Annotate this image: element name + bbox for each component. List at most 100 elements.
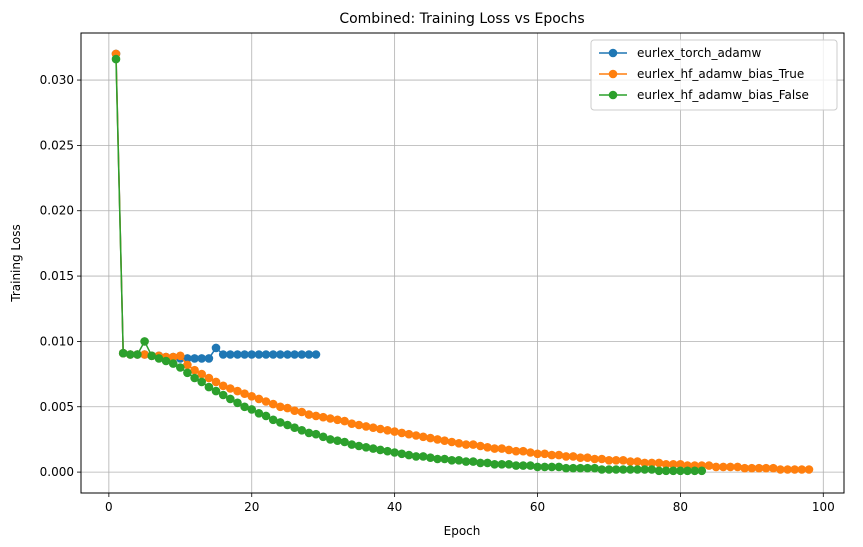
data-point — [590, 463, 599, 473]
y-tick-label: 0.000 — [40, 465, 74, 479]
data-point — [483, 443, 492, 452]
legend-label: eurlex_hf_adamw_bias_True — [637, 67, 804, 81]
data-point — [797, 465, 807, 474]
data-point — [290, 350, 299, 359]
data-point — [526, 448, 535, 457]
data-point — [604, 465, 614, 474]
data-point — [526, 461, 535, 470]
data-point — [418, 432, 428, 442]
data-point — [640, 465, 649, 474]
data-point — [533, 449, 542, 459]
data-point — [640, 458, 649, 468]
data-point — [254, 350, 264, 359]
data-point — [304, 350, 314, 359]
data-point — [361, 443, 371, 452]
data-point — [204, 354, 214, 363]
data-point — [783, 465, 792, 474]
data-point — [454, 439, 464, 448]
data-point — [661, 460, 671, 469]
data-point — [297, 426, 307, 435]
y-tick-label: 0.015 — [40, 269, 74, 283]
x-tick-label: 80 — [673, 500, 688, 514]
data-point — [568, 452, 578, 461]
data-point — [347, 440, 357, 449]
data-point — [218, 381, 228, 391]
data-point — [197, 377, 206, 387]
data-point — [311, 429, 321, 439]
data-point — [176, 363, 185, 372]
x-tick-label: 40 — [387, 500, 402, 514]
data-point — [383, 426, 392, 435]
legend-label: eurlex_hf_adamw_bias_False — [637, 88, 809, 102]
data-point — [411, 452, 421, 461]
data-point — [354, 420, 364, 430]
data-point — [626, 465, 635, 474]
data-point — [318, 412, 328, 422]
data-point — [190, 365, 199, 375]
data-point — [397, 428, 407, 438]
data-point — [376, 424, 385, 434]
y-tick-label: 0.025 — [40, 138, 74, 152]
data-point — [140, 350, 149, 359]
data-point — [254, 409, 264, 418]
data-point — [283, 350, 292, 359]
data-point — [154, 354, 164, 363]
data-point — [754, 463, 764, 473]
data-point — [390, 448, 399, 457]
data-point — [483, 458, 492, 468]
data-point — [197, 369, 206, 379]
data-point — [554, 462, 564, 472]
data-point — [340, 416, 349, 426]
data-point — [418, 452, 428, 461]
data-point — [233, 350, 242, 359]
data-point — [540, 462, 549, 472]
data-point — [397, 449, 407, 459]
data-point — [211, 386, 221, 396]
data-point — [283, 420, 292, 430]
data-point — [490, 444, 499, 453]
data-point — [490, 460, 499, 469]
data-point — [183, 360, 192, 370]
data-point — [518, 461, 528, 470]
chart-title: Combined: Training Loss vs Epochs — [339, 11, 584, 27]
data-point — [218, 390, 228, 400]
data-point — [390, 427, 399, 436]
data-point — [790, 465, 799, 474]
data-point — [276, 402, 285, 412]
data-point — [376, 445, 385, 455]
data-point — [240, 389, 249, 399]
data-point — [318, 432, 328, 442]
data-point — [197, 354, 206, 363]
data-point — [633, 457, 642, 466]
data-point — [583, 463, 592, 473]
legend-item: eurlex_hf_adamw_bias_False — [599, 88, 809, 102]
legend-item: eurlex_torch_adamw — [599, 46, 761, 60]
data-point — [568, 463, 578, 473]
y-axis-title: Training Loss — [9, 224, 23, 302]
legend-box — [590, 39, 838, 111]
data-point — [404, 429, 414, 439]
data-point — [261, 397, 271, 406]
data-point — [426, 433, 435, 443]
data-point — [326, 435, 335, 444]
y-tick-label: 0.010 — [40, 334, 74, 348]
data-point — [661, 466, 671, 476]
data-point — [618, 456, 628, 465]
data-point — [126, 350, 135, 359]
data-point — [168, 359, 178, 368]
legend: eurlex_torch_adamw eurlex_hf_adamw_bias_T… — [590, 39, 838, 111]
data-point — [468, 440, 478, 449]
data-point — [740, 463, 749, 473]
data-point — [247, 392, 256, 401]
data-point — [176, 351, 185, 361]
x-tick-label: 20 — [244, 500, 259, 514]
data-point — [404, 450, 414, 460]
data-point — [147, 351, 156, 361]
data-point — [276, 350, 285, 359]
data-point — [540, 449, 549, 459]
data-point — [268, 399, 278, 409]
data-point — [297, 350, 307, 359]
y-tick-label: 0.030 — [40, 73, 74, 87]
data-point — [218, 350, 228, 359]
data-point — [761, 463, 771, 473]
